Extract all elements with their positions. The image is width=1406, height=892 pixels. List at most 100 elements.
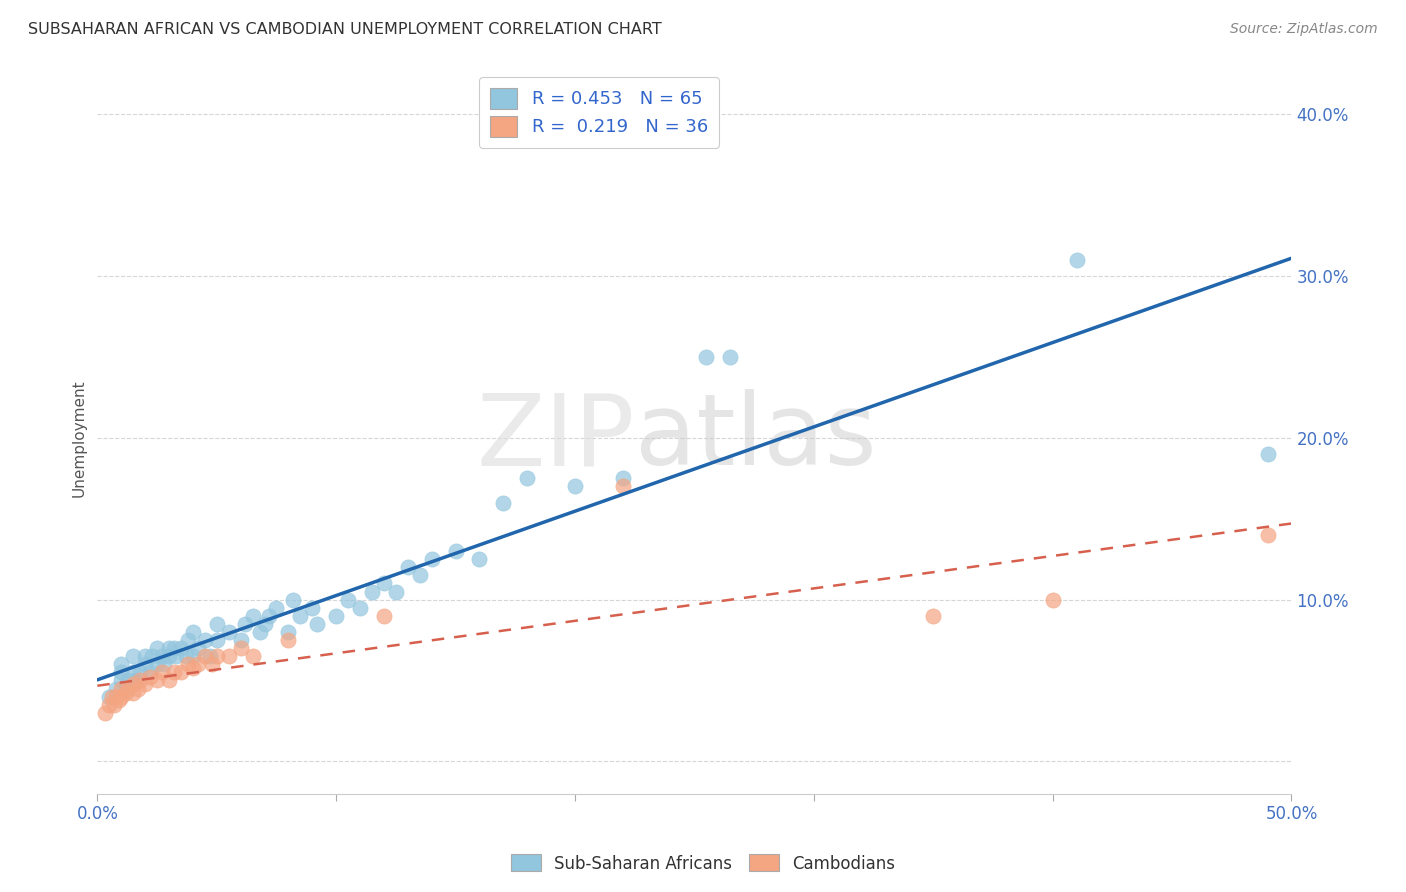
Point <box>492 495 515 509</box>
Point <box>718 350 741 364</box>
Point <box>194 649 217 664</box>
Point <box>110 657 132 672</box>
Point <box>249 624 271 639</box>
Point <box>695 350 717 364</box>
Point <box>146 641 169 656</box>
Point <box>612 479 634 493</box>
Point <box>110 673 132 688</box>
Text: ZIP: ZIP <box>477 390 634 486</box>
Point <box>103 698 125 712</box>
Point <box>922 608 945 623</box>
Point <box>134 649 156 664</box>
Point <box>163 641 186 656</box>
Point <box>229 633 252 648</box>
Point <box>194 633 217 648</box>
Text: Source: ZipAtlas.com: Source: ZipAtlas.com <box>1230 22 1378 37</box>
Point <box>181 660 204 674</box>
Point <box>218 649 240 664</box>
Point <box>301 600 323 615</box>
Point <box>115 681 138 696</box>
Point <box>307 616 329 631</box>
Point <box>122 676 145 690</box>
Point <box>150 649 173 664</box>
Point <box>373 608 395 623</box>
Point <box>373 576 395 591</box>
Point <box>122 686 145 700</box>
Point <box>242 608 264 623</box>
Point <box>146 673 169 688</box>
Point <box>110 690 132 704</box>
Point <box>174 649 197 664</box>
Point <box>122 649 145 664</box>
Point <box>177 657 200 672</box>
Point <box>177 633 200 648</box>
Point <box>361 584 384 599</box>
Point <box>157 641 180 656</box>
Point <box>1257 528 1279 542</box>
Point <box>165 649 187 664</box>
Point <box>1257 447 1279 461</box>
Point <box>181 649 204 664</box>
Point <box>127 681 149 696</box>
Point <box>139 665 162 680</box>
Legend: R = 0.453   N = 65, R =  0.219   N = 36: R = 0.453 N = 65, R = 0.219 N = 36 <box>479 77 718 147</box>
Point <box>337 592 360 607</box>
Point <box>141 649 163 664</box>
Point <box>409 568 432 582</box>
Point <box>290 608 312 623</box>
Point <box>242 649 264 664</box>
Point <box>105 690 128 704</box>
Point <box>110 665 132 680</box>
Point <box>105 681 128 696</box>
Point <box>1042 592 1064 607</box>
Point <box>181 624 204 639</box>
Point <box>516 471 538 485</box>
Point <box>170 665 193 680</box>
Point <box>122 665 145 680</box>
Point <box>115 686 138 700</box>
Point <box>117 681 139 696</box>
Point <box>1066 253 1088 268</box>
Point <box>349 600 371 615</box>
Point <box>187 641 209 656</box>
Point <box>468 552 491 566</box>
Point <box>117 673 139 688</box>
Point <box>325 608 347 623</box>
Point <box>420 552 443 566</box>
Point <box>98 690 121 704</box>
Point <box>235 616 257 631</box>
Point <box>110 681 132 696</box>
Point <box>129 665 152 680</box>
Point <box>277 633 299 648</box>
Point <box>283 592 305 607</box>
Y-axis label: Unemployment: Unemployment <box>72 379 86 497</box>
Point <box>266 600 288 615</box>
Point <box>93 706 115 720</box>
Point <box>564 479 586 493</box>
Point <box>157 649 180 664</box>
Point <box>201 657 224 672</box>
Point <box>444 544 467 558</box>
Point <box>205 616 228 631</box>
Point <box>277 624 299 639</box>
Point <box>259 608 281 623</box>
Point <box>385 584 408 599</box>
Point <box>229 641 252 656</box>
Point <box>134 676 156 690</box>
Point <box>124 673 146 688</box>
Point <box>170 641 193 656</box>
Point <box>205 633 228 648</box>
Point <box>163 665 186 680</box>
Point <box>98 698 121 712</box>
Point <box>153 657 176 672</box>
Point <box>139 670 162 684</box>
Point <box>150 665 173 680</box>
Legend: Sub-Saharan Africans, Cambodians: Sub-Saharan Africans, Cambodians <box>505 847 901 880</box>
Point <box>396 560 419 574</box>
Point <box>205 649 228 664</box>
Point <box>108 693 131 707</box>
Text: SUBSAHARAN AFRICAN VS CAMBODIAN UNEMPLOYMENT CORRELATION CHART: SUBSAHARAN AFRICAN VS CAMBODIAN UNEMPLOY… <box>28 22 662 37</box>
Point <box>187 657 209 672</box>
Point <box>129 673 152 688</box>
Point <box>218 624 240 639</box>
